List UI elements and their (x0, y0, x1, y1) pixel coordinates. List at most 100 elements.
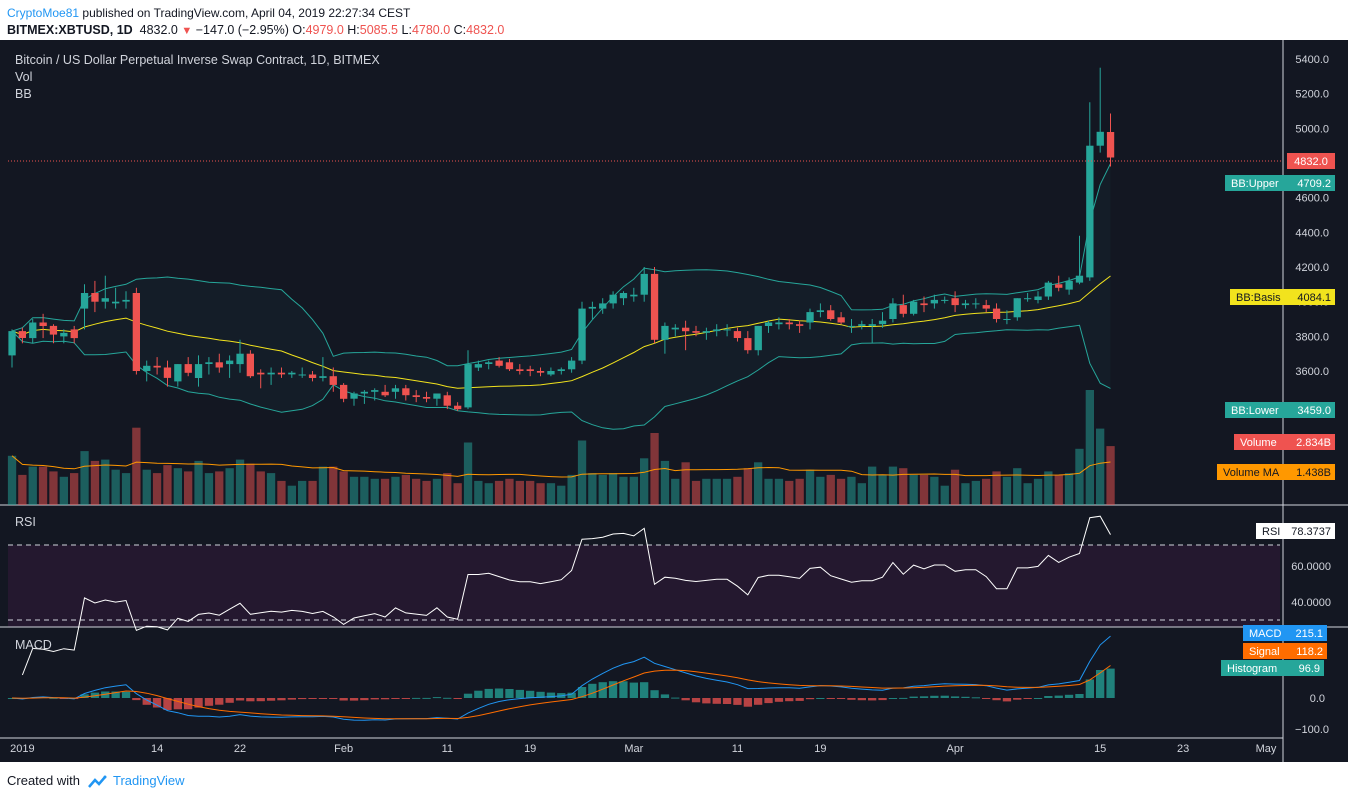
macd-hist-bar (930, 695, 939, 698)
price-tick-label: 5200.0 (1295, 89, 1329, 101)
volume-bar (484, 483, 493, 505)
bb-upper-badge: BB:Upper 4709.2 (1225, 175, 1335, 191)
volume-bar (526, 480, 535, 505)
price-tick-label: 4400.0 (1295, 227, 1329, 239)
volume-bar (360, 476, 369, 505)
rsi-pane-label[interactable]: RSI (15, 515, 36, 529)
volume-bar (277, 480, 286, 505)
candle-body (920, 303, 928, 306)
macd-hist-bar (173, 698, 182, 710)
candle-body (505, 362, 514, 370)
candle-body (557, 369, 565, 371)
volume-bar (888, 466, 898, 505)
candle-body (143, 365, 151, 371)
volume-bar (660, 460, 670, 505)
macd-hist-bar (640, 682, 649, 698)
volume-bar (412, 478, 421, 505)
candle-body (277, 372, 286, 375)
candle-body (474, 364, 482, 368)
macd-hist-bar (546, 692, 556, 698)
macd-hist-bar (194, 698, 203, 708)
macd-hist-bar (235, 698, 245, 701)
candle-body (308, 374, 317, 378)
volume-bar (329, 466, 338, 505)
volume-bar (712, 478, 721, 505)
volume-bar (733, 476, 742, 505)
candle-body (889, 303, 897, 319)
time-tick-label: Feb (334, 743, 353, 755)
volume-bar (101, 459, 110, 505)
macd-hist-bar (204, 698, 214, 706)
macd-hist-bar (774, 698, 784, 702)
chart-canvas[interactable]: 5400.05200.05000.04800.04600.04400.04200… (0, 40, 1348, 762)
macd-hist-bar (764, 698, 773, 704)
candle-body (827, 310, 835, 319)
candle-body (1065, 280, 1073, 290)
macd-hist-bar (474, 690, 483, 698)
volume-bar (930, 476, 939, 505)
volume-bar (1075, 448, 1084, 505)
candle-body (464, 364, 472, 408)
macd-hist-bar (961, 696, 970, 698)
macd-hist-bar (1023, 698, 1032, 699)
macd-hist-bar (111, 691, 120, 698)
volume-bar (173, 468, 182, 505)
candle-body (578, 308, 586, 361)
candle-body (29, 322, 37, 339)
macd-hist-bar (1002, 698, 1012, 702)
candle-body (910, 301, 918, 314)
macd-hist-bar (80, 694, 89, 698)
volume-bar (868, 466, 877, 505)
price-tick-label: 4200.0 (1295, 262, 1329, 274)
created-text: Created with (7, 773, 80, 788)
volume-bar (18, 474, 27, 505)
candle-body (226, 360, 234, 365)
volume-bar (256, 471, 265, 505)
macd-pane-label[interactable]: MACD (15, 638, 52, 652)
candle-body (153, 365, 161, 368)
chart-area[interactable]: 5400.05200.05000.04800.04600.04400.04200… (0, 40, 1348, 762)
candle-body (340, 384, 348, 399)
candle-body (816, 310, 824, 312)
candle-body (80, 293, 89, 309)
macd-hist-bar (215, 698, 224, 705)
bb-basis-line (11, 275, 1111, 389)
candle-body (837, 317, 845, 323)
candle-body (972, 303, 980, 305)
candle-body (495, 360, 503, 366)
histogram-badge-label: Histogram (1227, 663, 1277, 675)
signal-line-path (11, 665, 1111, 720)
volume-bar (422, 480, 431, 505)
volume-label: Volume (1240, 437, 1277, 449)
candlesticks (8, 67, 1115, 411)
macd-hist-bar (494, 688, 504, 698)
volume-bar (49, 471, 58, 505)
candle-body (122, 299, 130, 302)
candle-body (754, 325, 762, 351)
macd-hist-bar (152, 698, 162, 708)
volume-bar (1023, 483, 1032, 505)
indicator-bb-label[interactable]: BB (15, 87, 32, 101)
tradingview-link[interactable]: TradingView (113, 773, 185, 788)
volume-bar (909, 474, 918, 505)
indicator-vol-label[interactable]: Vol (15, 70, 32, 84)
macd-hist-bar (380, 698, 390, 700)
volume-bar (204, 473, 214, 505)
macd-hist-bar (1064, 694, 1074, 698)
time-axis[interactable]: 2019 14 22 Feb 11 19 Mar 11 19 Apr 15 23 May (10, 743, 1277, 755)
macd-hist-bar (847, 698, 856, 700)
volume-bar (90, 460, 100, 505)
macd-hist-bar (660, 694, 670, 698)
candle-body (205, 362, 213, 364)
macd-hist-bar (826, 698, 835, 699)
macd-hist-bar (1033, 698, 1043, 699)
author-link[interactable]: CryptoMoe81 (7, 6, 80, 20)
candle-body (878, 320, 887, 325)
macd-hist-bar (256, 698, 265, 702)
macd-hist-bar (992, 698, 1001, 701)
macd-hist-bar (287, 698, 296, 700)
macd-hist-bar (225, 698, 234, 703)
macd-hist-bar (785, 698, 794, 702)
volume-bar (982, 478, 991, 505)
candle-body (671, 327, 679, 330)
